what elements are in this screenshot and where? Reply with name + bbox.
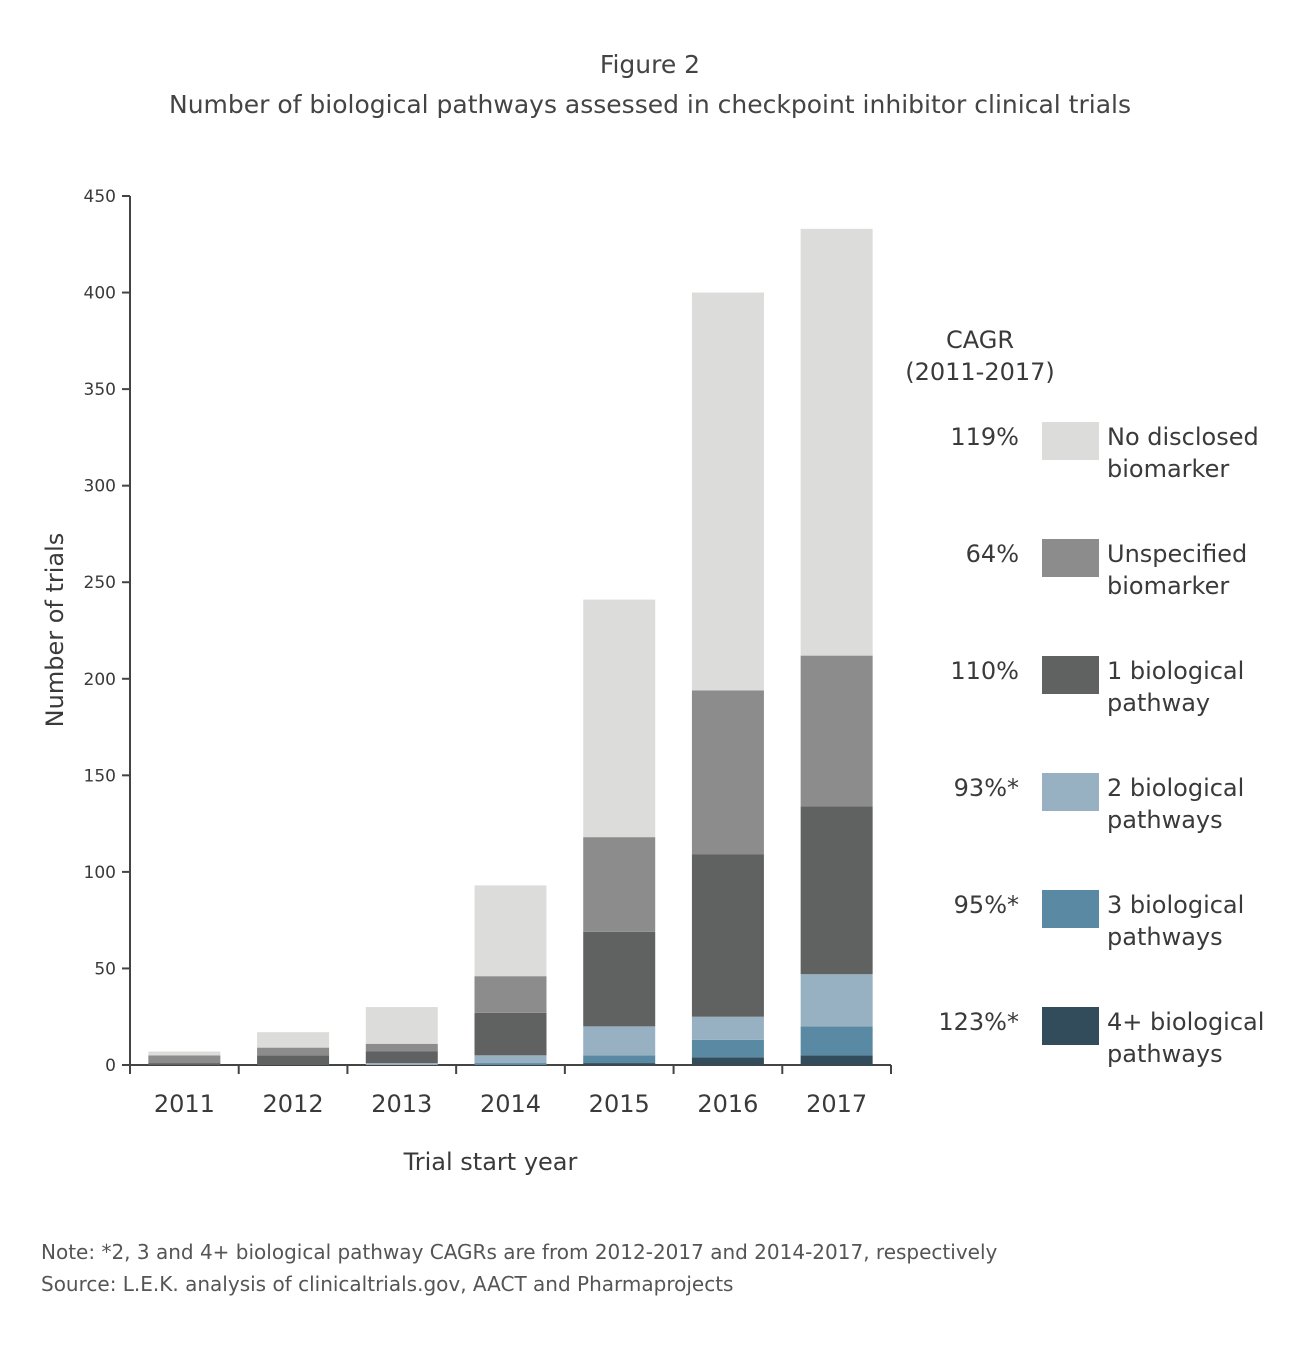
- legend-label: biomarker: [1107, 455, 1229, 483]
- bar-segment: [474, 1012, 547, 1056]
- figure-subtitle: Number of biological pathways assessed i…: [169, 90, 1131, 119]
- source-note: Source: L.E.K. analysis of clinicaltrial…: [41, 1272, 734, 1296]
- legend-swatch: [1042, 539, 1099, 577]
- bar-segment: [691, 1057, 764, 1065]
- y-axis-label: Number of trials: [41, 533, 69, 728]
- bar-segment: [365, 1063, 438, 1065]
- bar-segment: [474, 1063, 547, 1065]
- bar-segment: [257, 1032, 330, 1048]
- x-axis-label: Trial start year: [403, 1148, 578, 1176]
- bar-segment: [257, 1047, 330, 1056]
- legend-label: 2 biological: [1107, 774, 1244, 802]
- bar-segment: [148, 1055, 221, 1064]
- y-tick-label: 400: [84, 284, 116, 304]
- bar-segment: [800, 806, 873, 975]
- legend-cagr: 110%: [950, 657, 1019, 685]
- legend-label: Unspecified: [1107, 540, 1247, 568]
- bar-segment: [583, 1055, 656, 1064]
- legend-label: pathway: [1107, 689, 1210, 717]
- legend-label: pathways: [1107, 1040, 1223, 1068]
- legend-header: (2011-2017): [905, 358, 1055, 386]
- legend-label: pathways: [1107, 806, 1223, 834]
- y-tick-label: 50: [94, 959, 116, 979]
- bar-segment: [474, 976, 547, 1013]
- legend-swatch: [1042, 890, 1099, 928]
- y-tick-label: 150: [84, 766, 116, 786]
- figure-title: Figure 2: [599, 50, 701, 79]
- legend-swatch: [1042, 773, 1099, 811]
- y-tick-label: 100: [84, 863, 116, 883]
- legend-swatch: [1042, 1007, 1099, 1045]
- legend-cagr: 95%*: [954, 891, 1019, 919]
- x-tick-label: 2011: [154, 1090, 215, 1118]
- bar-segment: [800, 655, 873, 807]
- y-tick-label: 450: [84, 187, 116, 207]
- bar-segment: [583, 1026, 656, 1056]
- bar-segment: [583, 931, 656, 1027]
- bar-segment: [691, 1016, 764, 1040]
- legend-cagr: 123%*: [938, 1008, 1019, 1036]
- x-tick-label: 2017: [806, 1090, 867, 1118]
- bar-segment: [474, 885, 547, 977]
- bar-segment: [691, 854, 764, 1017]
- legend-header: CAGR: [946, 326, 1014, 354]
- x-tick-label: 2015: [589, 1090, 650, 1118]
- x-tick-label: 2012: [263, 1090, 324, 1118]
- bar-segment: [365, 1043, 438, 1052]
- bar-segment: [365, 1007, 438, 1044]
- y-tick-label: 0: [105, 1056, 116, 1076]
- y-tick-label: 350: [84, 380, 116, 400]
- chart: 0 50 100 150 200 250 300 350 400 450 2011 2012 2013 2…: [41, 187, 1264, 1176]
- legend-swatch: [1042, 422, 1099, 460]
- legend-cagr: 119%: [950, 423, 1019, 451]
- legend-label: 3 biological: [1107, 891, 1244, 919]
- x-tick-label: 2013: [371, 1090, 432, 1118]
- bar-segment: [148, 1051, 221, 1056]
- legend-cagr: 93%*: [954, 774, 1019, 802]
- legend-cagr: 64%: [966, 540, 1019, 568]
- legend-label: pathways: [1107, 923, 1223, 951]
- bar-segment: [691, 690, 764, 855]
- bar-segment: [148, 1063, 221, 1065]
- bar-segment: [474, 1055, 547, 1064]
- bar-segment: [800, 974, 873, 1027]
- y-tick-label: 300: [84, 477, 116, 497]
- legend-swatch: [1042, 656, 1099, 694]
- legend-label: 1 biological: [1107, 657, 1244, 685]
- bar-segment: [691, 292, 764, 691]
- bar-segment: [583, 837, 656, 932]
- x-tick-label: 2016: [697, 1090, 758, 1118]
- bar-segment: [691, 1039, 764, 1058]
- bar-segment: [365, 1051, 438, 1064]
- bar-segment: [257, 1055, 330, 1065]
- bar-segment: [800, 1055, 873, 1065]
- x-tick-label: 2014: [480, 1090, 541, 1118]
- bar-segment: [583, 1063, 656, 1065]
- bar-segment: [583, 599, 656, 838]
- bar-segment: [800, 228, 873, 656]
- legend-label: biomarker: [1107, 572, 1229, 600]
- footnote: Note: *2, 3 and 4+ biological pathway CA…: [41, 1240, 998, 1264]
- legend-label: 4+ biological: [1107, 1008, 1264, 1036]
- legend-label: No disclosed: [1107, 423, 1259, 451]
- y-tick-label: 200: [84, 670, 116, 690]
- bar-segment: [800, 1026, 873, 1056]
- y-tick-label: 250: [84, 573, 116, 593]
